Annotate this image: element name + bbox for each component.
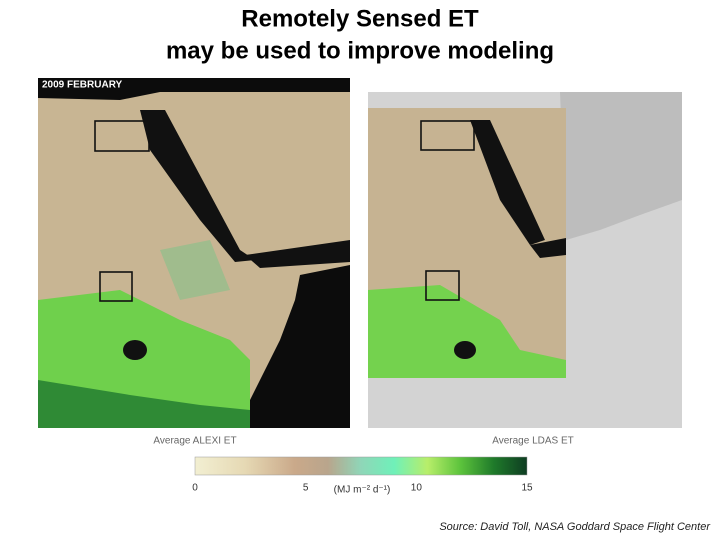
map-label: Average LDAS ET [492, 436, 574, 447]
colorbar-tick-label: 10 [411, 483, 423, 494]
colorbar [194, 456, 528, 476]
colorbar-tick-label: 15 [521, 483, 533, 494]
map-ldas [368, 92, 682, 428]
source: Source: David Toll, NASA Goddard Space F… [439, 521, 711, 533]
region-box [425, 270, 460, 301]
region-box [99, 271, 133, 302]
colorbar-tick-label: 5 [303, 483, 309, 494]
colorbar-tick-label: 0 [192, 483, 198, 494]
title-line: may be used to improve modeling [166, 37, 554, 64]
date-label: 2009 FEBRUARY [42, 80, 123, 91]
map-alexi: 2009 FEBRUARY [38, 78, 350, 428]
title-line: Remotely Sensed ET [241, 5, 479, 32]
map-label: Average ALEXI ET [153, 436, 236, 447]
colorbar-ticks: 0 5 10 15 [192, 483, 533, 494]
region-box [94, 120, 150, 152]
region-box [420, 120, 475, 151]
colorbar-unit: (MJ m⁻² d⁻¹) [334, 485, 391, 496]
